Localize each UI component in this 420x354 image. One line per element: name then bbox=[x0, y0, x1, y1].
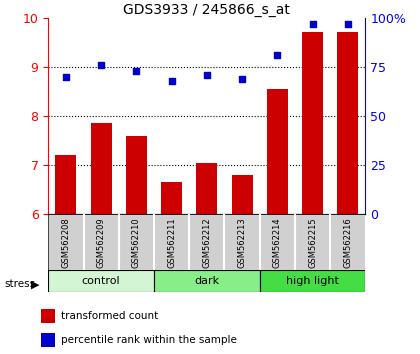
Bar bbox=[196, 162, 218, 214]
Bar bbox=[267, 89, 288, 214]
Point bbox=[344, 21, 351, 27]
Text: dark: dark bbox=[194, 276, 219, 286]
Point bbox=[309, 21, 316, 27]
Text: control: control bbox=[82, 276, 121, 286]
Bar bbox=[41, 309, 55, 323]
Text: percentile rank within the sample: percentile rank within the sample bbox=[61, 335, 237, 345]
Point bbox=[133, 68, 140, 74]
Bar bbox=[231, 175, 253, 214]
Bar bbox=[337, 33, 358, 214]
Text: GSM562215: GSM562215 bbox=[308, 217, 317, 268]
Bar bbox=[161, 182, 182, 214]
Title: GDS3933 / 245866_s_at: GDS3933 / 245866_s_at bbox=[123, 3, 290, 17]
Point bbox=[239, 76, 245, 81]
Bar bbox=[48, 270, 154, 292]
Text: GSM562213: GSM562213 bbox=[238, 217, 247, 268]
Point bbox=[98, 62, 105, 68]
Text: GSM562212: GSM562212 bbox=[202, 217, 211, 268]
Text: GSM562214: GSM562214 bbox=[273, 217, 282, 268]
Text: GSM562209: GSM562209 bbox=[97, 217, 106, 268]
Point bbox=[63, 74, 69, 79]
Bar bbox=[154, 270, 260, 292]
Text: GSM562210: GSM562210 bbox=[132, 217, 141, 268]
Point bbox=[274, 52, 281, 58]
Text: ▶: ▶ bbox=[32, 279, 40, 289]
Text: GSM562216: GSM562216 bbox=[343, 217, 352, 268]
Text: high light: high light bbox=[286, 276, 339, 286]
Point bbox=[203, 72, 210, 78]
Bar bbox=[302, 33, 323, 214]
Text: stress: stress bbox=[4, 279, 35, 289]
Bar bbox=[41, 333, 55, 347]
Point bbox=[168, 78, 175, 84]
Text: transformed count: transformed count bbox=[61, 311, 159, 321]
Bar bbox=[126, 136, 147, 214]
Bar bbox=[260, 270, 365, 292]
Bar bbox=[55, 155, 76, 214]
Text: GSM562211: GSM562211 bbox=[167, 217, 176, 268]
Bar bbox=[91, 123, 112, 214]
Text: GSM562208: GSM562208 bbox=[61, 217, 71, 268]
